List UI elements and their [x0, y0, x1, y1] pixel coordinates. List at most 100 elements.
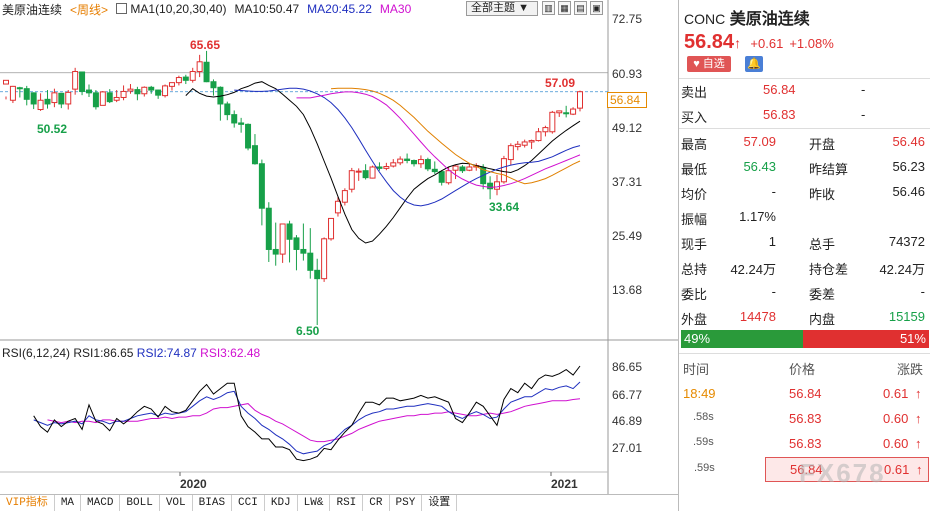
candle [168, 82, 175, 87]
candle [99, 91, 106, 106]
candle [438, 171, 445, 183]
chart-canvas[interactable] [0, 0, 678, 494]
price-tick: 49.12 [612, 121, 643, 135]
candle [44, 98, 51, 105]
candle [376, 166, 383, 169]
ma20-value: MA20:45.22 [307, 2, 372, 16]
current-price-tag: 56.84 [607, 92, 647, 108]
candle [148, 86, 155, 91]
tab-bias[interactable]: BIAS [193, 495, 233, 511]
candle [417, 159, 424, 165]
candle [127, 88, 134, 92]
candle [514, 143, 521, 148]
tab-ma[interactable]: MA [55, 495, 82, 511]
candle [231, 114, 238, 124]
trade-header: 时间 价格 涨跌 [683, 362, 924, 377]
candle [321, 238, 328, 280]
sell-row: 卖出 56.84 - [681, 82, 866, 100]
candle [466, 166, 473, 171]
candle [113, 96, 120, 101]
candle [334, 200, 341, 214]
bell-icon[interactable]: 🔔 [745, 56, 763, 72]
stat-row: 最低 56.43 昨结算 56.23 [681, 159, 925, 177]
candle [500, 158, 507, 183]
candle [286, 223, 293, 240]
candle [141, 86, 148, 95]
candle [16, 87, 23, 90]
theme-dropdown[interactable]: 全部主题 ▼ [466, 1, 538, 16]
candle [65, 91, 72, 105]
candle [224, 103, 231, 116]
rsi3-line [47, 398, 581, 443]
candle [507, 145, 514, 161]
quote-price: 56.84↑ +0.61 +1.08% [684, 31, 834, 53]
maximize-icon[interactable]: ▣ [590, 1, 603, 15]
tab-kdj[interactable]: KDJ [265, 495, 298, 511]
ma-toggle-icon[interactable] [116, 3, 128, 14]
candle [58, 92, 65, 105]
candle [307, 252, 314, 271]
candle [542, 127, 549, 133]
period-selector[interactable]: <周线> [70, 2, 109, 17]
tab-vol[interactable]: VOL [160, 495, 193, 511]
rsi-tick: 46.89 [612, 414, 643, 428]
candle [549, 111, 556, 133]
layout-icon[interactable]: ▦ [558, 1, 571, 15]
tab-cci[interactable]: CCI [232, 495, 265, 511]
candle [362, 170, 369, 179]
tab-lwr[interactable]: LW& [298, 495, 331, 511]
candle [390, 162, 397, 167]
rsi-tick: 86.65 [612, 360, 643, 374]
candle [556, 110, 563, 114]
kline-chart[interactable]: 美原油连续 <周线> MA1(10,20,30,40) MA10:50.47 M… [0, 0, 678, 511]
candle [424, 159, 431, 170]
tab-macd[interactable]: MACD [81, 495, 121, 511]
tab-rsi[interactable]: RSI [330, 495, 364, 511]
rsi2-line [33, 381, 581, 455]
candle [383, 166, 390, 169]
candle [570, 108, 577, 115]
high-label: 65.65 [190, 38, 221, 52]
trade-row: .58s 56.83 0.60 ↑ [693, 411, 922, 426]
candle [120, 90, 127, 98]
candle [265, 207, 272, 250]
candle [251, 145, 258, 165]
quote-panel: CONC 美原油连续 56.84↑ +0.61 +1.08% ♥ 自选 🔔 卖出 … [678, 0, 930, 511]
candle [85, 89, 92, 94]
candle [355, 170, 362, 173]
candle [272, 248, 279, 255]
trade-row: 18:49 56.84 0.61 ↑ [683, 386, 922, 401]
tab-settings[interactable]: 设置 [422, 495, 458, 511]
up-arrow-icon: ↑ [915, 436, 922, 451]
ma-label: MA1(10,20,30,40) [116, 2, 226, 16]
outer-ratio: 49% [681, 330, 803, 348]
candle [431, 168, 438, 173]
split-icon[interactable]: ▤ [574, 1, 587, 15]
candle [521, 141, 528, 146]
add-favorite-button[interactable]: ♥ 自选 [687, 56, 731, 72]
date-tick: 2021 [551, 477, 578, 491]
grid-icon[interactable]: ▥ [542, 1, 555, 15]
candle [51, 92, 58, 104]
candle [106, 92, 113, 103]
candle [79, 71, 86, 92]
stat-row: 现手 1 总手 74372 [681, 234, 925, 252]
candle [459, 166, 466, 172]
candle [30, 92, 37, 105]
candle [535, 131, 542, 142]
tab-vip[interactable]: VIP指标 [0, 495, 55, 511]
candle [528, 140, 535, 143]
candle [494, 181, 501, 190]
candle [155, 89, 162, 96]
recent-high-label: 57.09 [545, 76, 576, 90]
up-arrow-icon: ↑ [734, 35, 742, 51]
tab-psy[interactable]: PSY [390, 495, 423, 511]
candle [9, 85, 16, 101]
date-tick: 2020 [180, 477, 207, 491]
candle [72, 71, 79, 90]
tab-cr[interactable]: CR [363, 495, 390, 511]
candle [341, 190, 348, 203]
candle [487, 182, 494, 190]
candle [258, 163, 265, 209]
tab-boll[interactable]: BOLL [120, 495, 160, 511]
